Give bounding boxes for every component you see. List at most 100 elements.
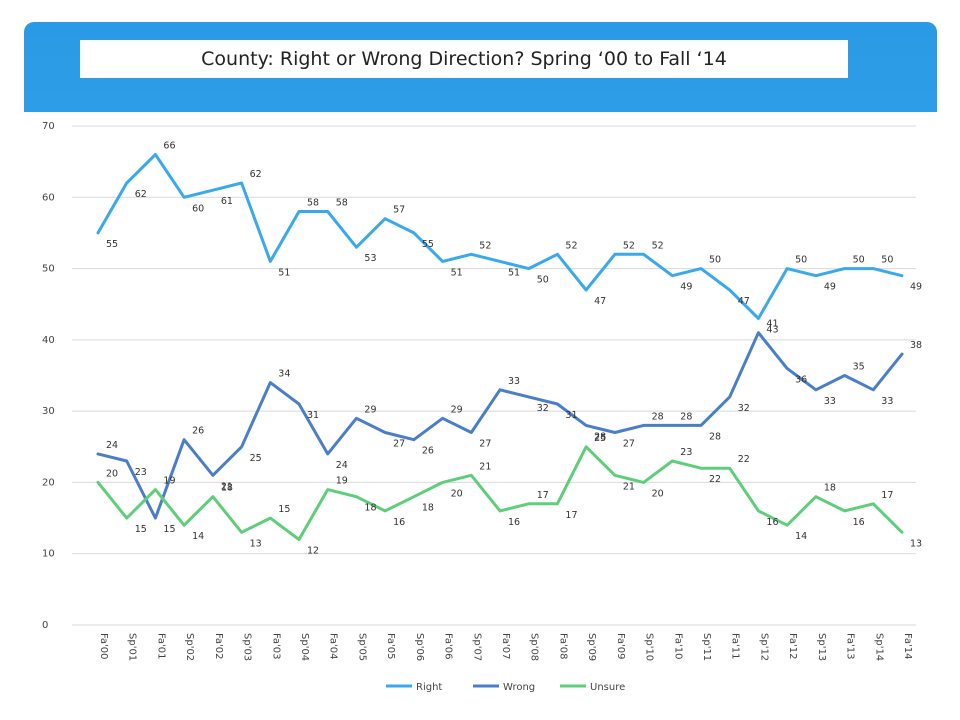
- x-tick-label: Fa'09: [615, 633, 626, 659]
- data-label-unsure: 16: [393, 517, 405, 528]
- data-label-unsure: 17: [537, 490, 549, 501]
- data-label-wrong: 32: [537, 403, 549, 414]
- chart-title: County: Right or Wrong Direction? Spring…: [201, 48, 727, 70]
- x-tick-label: Fa'12: [787, 633, 798, 659]
- data-label-wrong: 29: [364, 404, 376, 415]
- data-label-right: 55: [422, 239, 434, 250]
- data-label-unsure: 19: [163, 476, 175, 487]
- data-label-unsure: 16: [508, 517, 520, 528]
- data-label-unsure: 22: [738, 454, 750, 465]
- data-label-right: 53: [364, 253, 376, 264]
- data-label-wrong: 29: [451, 404, 463, 415]
- data-label-right: 50: [853, 255, 865, 266]
- data-label-right: 50: [881, 255, 893, 266]
- data-label-right: 49: [910, 282, 922, 293]
- data-label-right: 47: [738, 296, 750, 307]
- data-label-right: 51: [451, 267, 463, 278]
- data-label-unsure: 20: [451, 488, 463, 499]
- data-label-wrong: 26: [422, 446, 434, 457]
- data-label-wrong: 25: [250, 453, 262, 464]
- x-tick-label: Sp'11: [701, 633, 712, 661]
- data-label-right: 61: [221, 196, 233, 207]
- y-tick-label: 60: [42, 192, 55, 203]
- data-label-unsure: 20: [652, 488, 664, 499]
- data-label-right: 49: [824, 282, 836, 293]
- data-label-right: 62: [135, 189, 147, 200]
- x-tick-label: Sp'05: [356, 633, 367, 661]
- data-label-right: 52: [623, 240, 635, 251]
- x-tick-label: Sp'06: [414, 633, 425, 661]
- series-line-right: [96, 153, 904, 320]
- data-label-right: 52: [652, 240, 664, 251]
- y-tick-label: 20: [42, 477, 55, 488]
- data-label-unsure: 16: [853, 517, 865, 528]
- legend-label-right: Right: [416, 682, 442, 693]
- x-tick-label: Fa'11: [730, 633, 741, 659]
- data-label-right: 58: [307, 198, 319, 209]
- x-tick-label: Sp'04: [299, 633, 310, 661]
- data-label-unsure: 20: [106, 468, 118, 479]
- x-axis: Fa'00 Sp'01 Fa'01 Sp'02 Fa'02 Sp'03 Fa'03 Sp'04…: [98, 633, 913, 661]
- data-label-right: 50: [709, 255, 721, 266]
- x-tick-label: Sp'09: [586, 633, 597, 661]
- plot-panel: 0 10 20 30 40 50 60 70 Fa'00 Sp'01 Fa'01 Sp'02 Fa'0…: [24, 112, 944, 712]
- data-label-right: 51: [278, 267, 290, 278]
- y-tick-label: 70: [42, 121, 55, 132]
- legend: Right Wrong Unsure: [386, 682, 625, 693]
- data-label-unsure: 16: [766, 517, 778, 528]
- data-label-right: 58: [336, 198, 348, 209]
- data-label-wrong: 33: [881, 396, 893, 407]
- x-tick-label: Fa'00: [98, 633, 109, 659]
- data-labels: 55 62 66 60 61 62 51 58 58 53 57 55 51 52 51 50 52 47 52 52…: [106, 141, 922, 557]
- data-label-unsure: 23: [680, 447, 692, 458]
- data-label-right: 52: [565, 240, 577, 251]
- data-label-unsure: 13: [250, 538, 262, 549]
- y-tick-label: 10: [42, 549, 55, 560]
- x-tick-label: Fa'05: [385, 633, 396, 659]
- x-tick-label: Sp'03: [242, 633, 253, 661]
- data-label-unsure: 18: [221, 483, 233, 494]
- data-label-wrong: 41: [766, 319, 778, 330]
- y-tick-label: 40: [42, 335, 55, 346]
- data-label-unsure: 18: [824, 483, 836, 494]
- data-label-right: 62: [250, 169, 262, 180]
- data-label-unsure: 12: [307, 545, 319, 556]
- data-label-unsure: 25: [594, 433, 606, 444]
- data-label-wrong: 33: [508, 376, 520, 387]
- data-label-right: 51: [508, 267, 520, 278]
- x-tick-label: Fa'13: [845, 633, 856, 659]
- data-label-wrong: 24: [336, 460, 348, 471]
- data-label-unsure: 18: [422, 503, 434, 514]
- data-label-wrong: 33: [824, 396, 836, 407]
- x-tick-label: Fa'14: [902, 633, 913, 659]
- data-label-wrong: 15: [163, 524, 175, 535]
- data-label-wrong: 28: [594, 431, 606, 442]
- x-tick-label: Sp'08: [529, 633, 540, 661]
- data-label-right: 43: [766, 324, 778, 335]
- data-label-right: 47: [594, 296, 606, 307]
- x-tick-label: Sp'07: [471, 633, 482, 661]
- data-label-right: 50: [537, 275, 549, 286]
- data-label-wrong: 24: [106, 440, 118, 451]
- data-label-wrong: 32: [738, 403, 750, 414]
- data-label-wrong: 21: [221, 481, 233, 492]
- data-label-right: 52: [479, 240, 491, 251]
- title-box: County: Right or Wrong Direction? Spring…: [80, 40, 848, 78]
- y-tick-label: 50: [42, 264, 55, 275]
- data-label-unsure: 17: [881, 490, 893, 501]
- data-label-wrong: 38: [910, 340, 922, 351]
- data-label-right: 50: [795, 255, 807, 266]
- x-tick-label: Sp'14: [873, 633, 884, 661]
- series-lines: [96, 153, 904, 541]
- data-label-unsure: 14: [795, 531, 807, 542]
- data-label-wrong: 23: [135, 467, 147, 478]
- x-tick-label: Sp'13: [816, 633, 827, 661]
- data-label-unsure: 13: [910, 538, 922, 549]
- y-tick-label: 30: [42, 406, 55, 417]
- data-label-unsure: 17: [565, 510, 577, 521]
- data-label-wrong: 31: [307, 410, 319, 421]
- data-label-wrong: 28: [709, 431, 721, 442]
- data-label-unsure: 18: [364, 503, 376, 514]
- data-label-unsure: 19: [336, 476, 348, 487]
